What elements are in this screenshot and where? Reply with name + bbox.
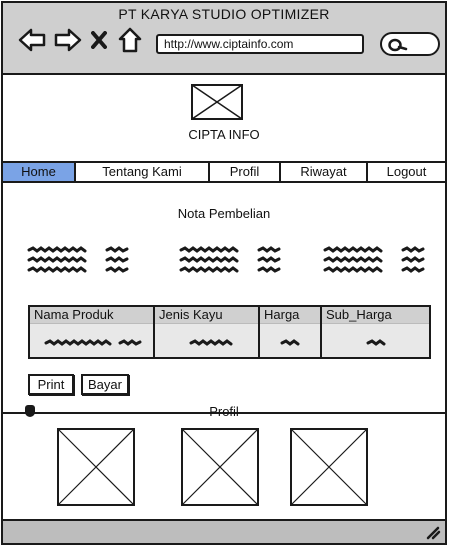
search-input[interactable] [380, 32, 440, 56]
scribble-text-block-left [27, 246, 129, 273]
page-heading: Nota Pembelian [177, 206, 271, 221]
table-column: Sub_Harga [322, 307, 429, 357]
address-bar[interactable]: http://www.ciptainfo.com [156, 34, 364, 54]
search-icon [388, 38, 408, 52]
scribble-cell-value [44, 339, 142, 346]
section-divider [3, 412, 445, 414]
table-header: Nama Produk [30, 307, 153, 324]
image-placeholder-icon [290, 428, 368, 506]
forward-arrow-icon[interactable] [53, 25, 83, 55]
close-icon[interactable] [89, 25, 109, 55]
image-placeholder-icon [181, 428, 259, 506]
table-cell [30, 325, 153, 357]
browser-toolbar: PT KARYA STUDIO OPTIMIZER http://www.cip… [3, 3, 445, 75]
table-column: Jenis Kayu [155, 307, 260, 357]
window-title: PT KARYA STUDIO OPTIMIZER [118, 6, 330, 22]
table-cell [155, 325, 258, 357]
table-column: Nama Produk [30, 307, 155, 357]
scribble-text-block-center [179, 246, 281, 273]
purchase-table: Nama Produk Jenis Kayu Harga Sub_Harga [28, 305, 431, 359]
slider-thumb[interactable] [25, 405, 35, 417]
image-placeholder-icon [57, 428, 135, 506]
bayar-button[interactable]: Bayar [81, 374, 129, 395]
brand-name: CIPTA INFO [188, 127, 260, 142]
main-nav: Home Tentang Kami Profil Riwayat Logout [3, 161, 445, 183]
home-icon[interactable] [115, 25, 145, 55]
scribble-cell-value [366, 339, 386, 346]
nav-item-tentang-kami[interactable]: Tentang Kami [76, 163, 210, 181]
status-bar [3, 519, 445, 543]
scribble-cell-value [280, 339, 300, 346]
nav-item-riwayat[interactable]: Riwayat [281, 163, 368, 181]
divider-label: Profil [209, 404, 239, 419]
table-header: Jenis Kayu [155, 307, 258, 324]
nav-item-logout[interactable]: Logout [368, 163, 445, 181]
table-column: Harga [260, 307, 322, 357]
scribble-text-block-right [323, 246, 425, 273]
logo-placeholder-icon [191, 84, 243, 120]
table-header: Harga [260, 307, 320, 324]
nav-item-profil[interactable]: Profil [210, 163, 281, 181]
scribble-cell-value [189, 339, 233, 346]
table-cell [260, 325, 320, 357]
table-cell [322, 325, 429, 357]
table-header: Sub_Harga [322, 307, 429, 324]
nav-item-home[interactable]: Home [3, 163, 76, 181]
print-button[interactable]: Print [28, 374, 74, 395]
back-arrow-icon[interactable] [17, 25, 47, 55]
resize-grip-icon[interactable] [425, 526, 441, 540]
